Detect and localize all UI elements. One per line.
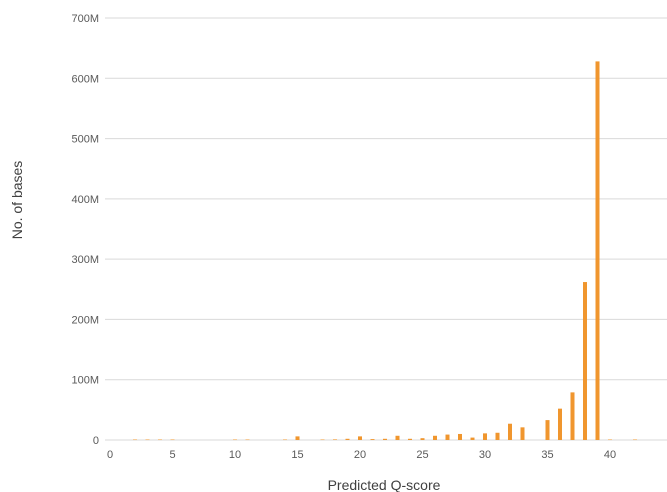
bar [633,439,637,441]
bar [595,61,600,441]
bar [283,439,287,441]
y-tick-label: 700M [71,13,99,25]
y-tick-label: 500M [71,134,99,146]
bar [233,439,237,441]
y-tick-label: 200M [71,314,99,326]
bar [458,433,462,440]
bar [420,438,425,440]
x-tick-label: 0 [107,449,113,461]
x-tick-label: 10 [229,449,241,461]
y-axis-title: No. of bases [9,161,25,240]
bar [520,427,525,440]
bar [408,438,412,440]
y-tick-label: 0 [93,435,99,447]
bar [245,439,250,441]
bar [383,438,387,440]
bar [570,392,575,440]
bar [358,436,362,440]
x-tick-label: 15 [291,449,303,461]
bar [158,439,162,441]
x-tick-label: 30 [479,449,491,461]
bar [558,408,562,440]
bar [483,433,487,440]
bar [508,423,512,440]
bar [170,439,175,441]
y-tick-label: 600M [71,73,99,85]
bar [370,439,375,440]
x-axis-title: Predicted Q-score [328,477,441,492]
x-tick-label: 5 [169,449,175,461]
bar [470,437,475,440]
x-tick-label: 35 [541,449,553,461]
bar [433,435,437,440]
bar [545,420,550,440]
y-tick-label: 300M [71,254,99,266]
x-tick-label: 20 [354,449,366,461]
gridlines [105,17,667,441]
x-axis-ticks: 0 5 10 15 20 25 30 35 40 [107,449,616,461]
bar [133,439,137,441]
bar [145,439,150,441]
bar [345,438,350,440]
bars [133,61,637,441]
bar [333,439,337,440]
bar [608,439,612,441]
bar [583,282,587,440]
bar [320,439,325,441]
y-axis-ticks: 0 100M 200M 300M 400M 500M 600M 700M [71,13,99,447]
x-tick-label: 25 [416,449,428,461]
bar [495,432,500,440]
bar [395,435,400,440]
x-tick-label: 40 [604,449,616,461]
bar [295,436,300,440]
bar [445,434,450,440]
y-tick-label: 100M [71,375,99,387]
y-tick-label: 400M [71,194,99,206]
